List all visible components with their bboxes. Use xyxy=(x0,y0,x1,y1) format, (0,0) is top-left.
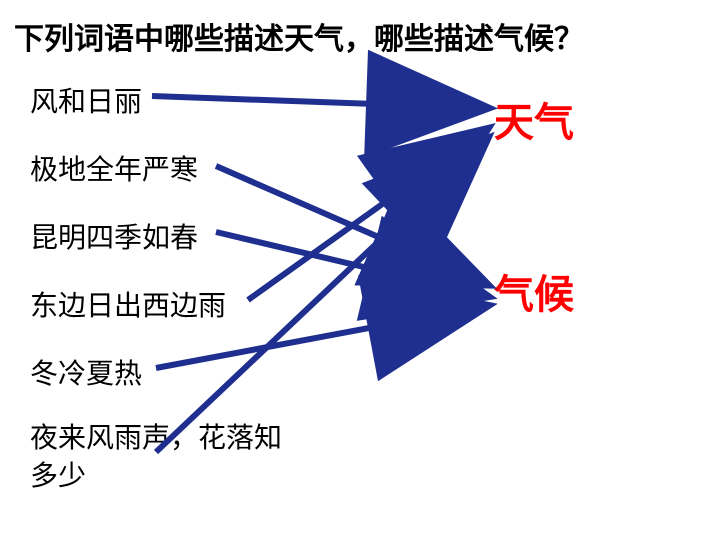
phrase-item-1: 极地全年严寒 xyxy=(30,148,198,188)
phrase-item-0: 风和日丽 xyxy=(30,80,142,120)
arrow-2 xyxy=(216,232,486,296)
category-weather: 天气 xyxy=(494,90,574,148)
phrase-item-3: 东边日出西边雨 xyxy=(30,284,226,324)
phrase-item-5: 夜来风雨声，花落知多少 xyxy=(30,420,290,496)
arrow-0 xyxy=(152,96,486,108)
arrow-3 xyxy=(248,130,486,300)
category-climate: 气候 xyxy=(494,262,574,320)
phrase-item-2: 昆明四季如春 xyxy=(30,216,198,256)
arrow-1 xyxy=(216,166,486,284)
question-title: 下列词语中哪些描述天气，哪些描述气候？ xyxy=(14,14,584,58)
phrase-item-4: 冬冷夏热 xyxy=(30,352,142,392)
